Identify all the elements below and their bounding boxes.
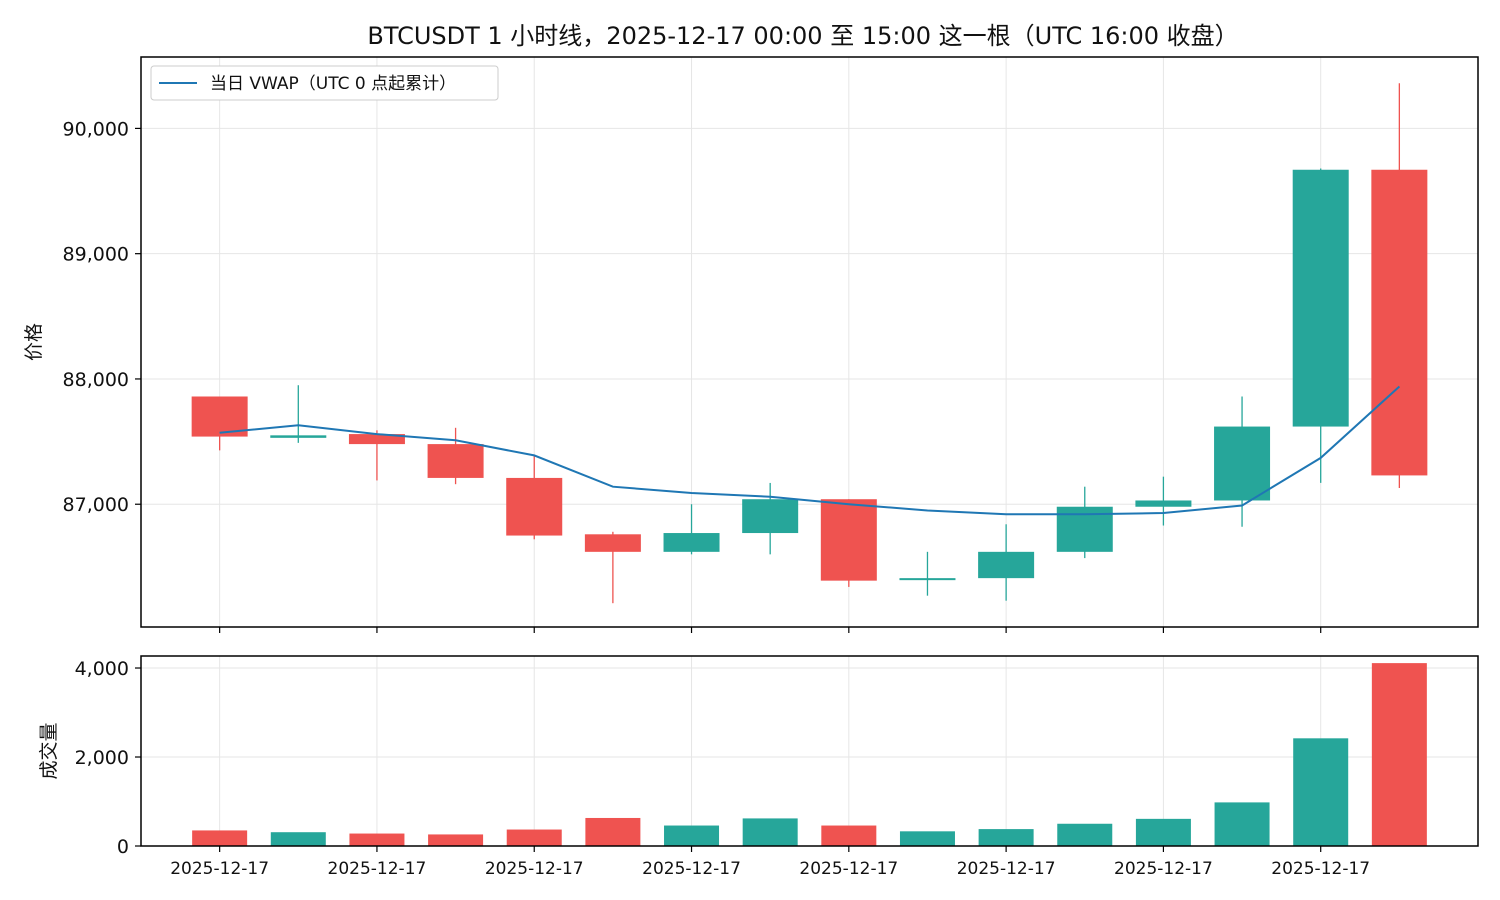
candle-body: [1135, 500, 1192, 507]
volume-bar: [821, 825, 877, 846]
price-y-tick-label: 88,000: [63, 369, 129, 391]
vwap-line: [219, 385, 1401, 516]
price-axis-label: 价格: [23, 323, 45, 361]
legend: 当日 VWAP（UTC 0 点起累计）: [150, 65, 499, 101]
volume-y-ticks: 0 2,000 4,000: [75, 658, 141, 858]
x-tick-label: 2025-12-17: [1271, 859, 1370, 879]
price-y-tick-label: 89,000: [63, 244, 129, 266]
candle: [270, 385, 327, 443]
volume-axis-label: 成交量: [38, 722, 60, 779]
candle: [1292, 168, 1349, 483]
candle-body: [1214, 426, 1271, 501]
x-tick-label: 2025-12-17: [799, 859, 898, 879]
volume-bar: [1371, 663, 1427, 846]
candle-body: [742, 499, 799, 534]
price-y-tick-label: 87,000: [63, 494, 129, 516]
legend-box: [150, 65, 499, 101]
volume-y-tick-label: 0: [117, 836, 129, 858]
candle: [1056, 486, 1113, 559]
candle-body: [506, 477, 563, 536]
candles-layer: [191, 83, 1428, 604]
candle: [506, 455, 563, 540]
candle-body: [899, 578, 956, 581]
candle-body: [348, 434, 405, 445]
volume-bar: [585, 817, 641, 846]
volume-grid: [141, 656, 1478, 847]
candle: [1135, 476, 1192, 526]
candle-body: [270, 435, 327, 438]
volume-x-ticks: 2025-12-17 2025-12-17 2025-12-17 2025-12-17…: [170, 846, 1370, 879]
x-tick-label: 2025-12-17: [328, 859, 427, 879]
candle: [427, 427, 484, 485]
candle-body: [191, 396, 248, 437]
x-tick-label: 2025-12-17: [485, 859, 584, 879]
candle: [1371, 83, 1428, 488]
candle-body: [978, 551, 1035, 579]
volume-y-tick-label: 4,000: [75, 658, 129, 680]
volume-bar: [1214, 802, 1270, 846]
volume-bar: [978, 829, 1034, 846]
volume-bar: [742, 818, 798, 846]
volume-y-tick-label: 2,000: [75, 747, 129, 769]
volume-bar: [506, 829, 562, 846]
chart-title: BTCUSDT 1 小时线，2025-12-17 00:00 至 15:00 这…: [367, 22, 1238, 50]
volume-bar: [1057, 823, 1113, 846]
volume-bars-layer: [192, 663, 1427, 846]
candle: [348, 430, 405, 481]
price-panel-frame: [140, 56, 1479, 628]
candle-body: [820, 499, 877, 581]
x-tick-label: 2025-12-17: [1114, 859, 1213, 879]
volume-bar: [349, 833, 405, 846]
candle-body: [427, 444, 484, 478]
candle: [742, 482, 799, 555]
candle-body: [1371, 169, 1428, 476]
x-tick-label: 2025-12-17: [957, 859, 1056, 879]
candle: [978, 524, 1035, 601]
volume-bar: [899, 831, 955, 846]
volume-panel-frame: [140, 655, 1479, 847]
x-tick-label: 2025-12-17: [170, 859, 269, 879]
candle-body: [663, 533, 720, 552]
candle-body: [584, 534, 641, 552]
legend-vwap-label: 当日 VWAP（UTC 0 点起累计）: [210, 74, 456, 94]
x-tick-label: 2025-12-17: [642, 859, 741, 879]
volume-bar: [1293, 738, 1349, 846]
volume-bar: [428, 834, 484, 846]
volume-bar: [664, 825, 720, 846]
candle: [584, 531, 641, 604]
candle: [191, 396, 248, 451]
candle: [899, 551, 956, 596]
candle-body: [1292, 169, 1349, 427]
candle: [820, 499, 877, 587]
volume-bar: [1135, 818, 1191, 846]
volume-bar: [270, 832, 326, 846]
candle: [663, 504, 720, 555]
price-grid: [219, 57, 1322, 627]
volume-bar: [192, 830, 248, 846]
price-y-ticks: 87,000 88,000 89,000 90,000: [63, 118, 141, 516]
price-y-tick-label: 90,000: [63, 118, 129, 140]
candle: [1214, 396, 1271, 527]
price-y-gridlines: [141, 127, 1478, 505]
price-x-ticks: [219, 627, 1322, 633]
